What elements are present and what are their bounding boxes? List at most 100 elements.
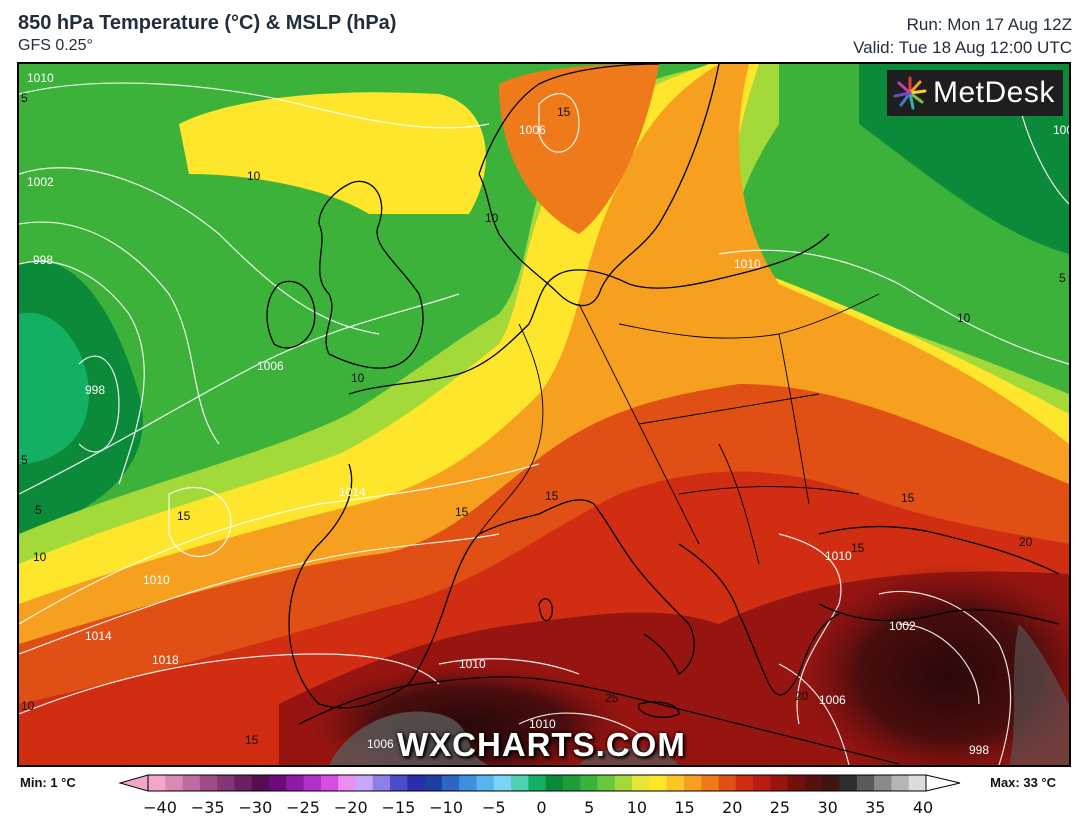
legend-tick-label: −25 xyxy=(286,798,320,817)
field-teal-low xyxy=(19,312,89,464)
color-legend: Min: 1 °C Max: 33 °C −40 −35 −30 −25 −20 −15−… xyxy=(0,768,1088,828)
chart-title: 850 hPa Temperature (°C) & MSLP (hPa) xyxy=(18,12,397,34)
legend-swatch xyxy=(338,775,356,791)
temp-label: 15 xyxy=(177,509,191,523)
temp-label: 15 xyxy=(245,733,259,747)
temp-label: 20 xyxy=(795,689,809,703)
legend-tick-label: −35 xyxy=(191,798,225,817)
starburst-logo-icon xyxy=(893,76,927,110)
field-grey-sahara xyxy=(329,711,489,765)
legend-swatch xyxy=(390,775,408,791)
isobar-label: 1006 xyxy=(1053,123,1069,137)
legend-swatch xyxy=(718,775,737,791)
legend-swatch xyxy=(424,775,443,791)
legend-swatch xyxy=(217,775,235,791)
field-hot-core-turkey xyxy=(799,564,1069,765)
isobar-label: 1010 xyxy=(529,717,556,731)
isobar-label: 998 xyxy=(33,253,53,267)
legend-swatch xyxy=(891,775,910,791)
coastlines xyxy=(266,64,1060,765)
isobar-lines xyxy=(19,82,1069,765)
isobar-label: 1006 xyxy=(367,737,394,751)
legend-swatch xyxy=(770,775,789,791)
legend-arrow-left xyxy=(118,774,149,792)
legend-colorbar: −40 −35 −30 −25 −20 −15 −10 −5 0 5 10 15 20 25 30 35 40 xyxy=(118,774,961,817)
metdesk-logo: MetDesk xyxy=(887,70,1063,116)
temp-label: 25 xyxy=(605,691,619,705)
legend-tick-label: −30 xyxy=(238,798,272,817)
legend-tick-label: 0 xyxy=(536,798,546,817)
legend-swatch xyxy=(839,775,858,791)
legend-swatch xyxy=(528,775,547,791)
legend-swatch xyxy=(822,775,841,791)
temp-label: 10 xyxy=(485,211,499,225)
legend-tick-label: −15 xyxy=(382,798,416,817)
isobar-label: 1014 xyxy=(339,485,366,499)
temp-label: 5 xyxy=(21,91,28,105)
temp-label: 15 xyxy=(545,489,559,503)
map-canvas: 1010 1002 998 998 1006 1014 1010 1014 10… xyxy=(19,64,1069,765)
legend-swatch xyxy=(459,775,477,791)
legend-swatch xyxy=(856,775,875,791)
legend-tick-label: 10 xyxy=(627,798,647,817)
legend-swatch xyxy=(735,775,754,791)
isobar-labels: 1010 1002 998 998 1006 1014 1010 1014 10… xyxy=(27,71,1069,757)
legend-swatch xyxy=(234,775,253,791)
temp-label: 15 xyxy=(901,491,915,505)
isobar-label: 1010 xyxy=(27,71,54,85)
isobar-label: 1014 xyxy=(85,629,112,643)
run-time: Run: Mon 17 Aug 12Z xyxy=(906,15,1072,34)
temp-label: 15 xyxy=(851,541,865,555)
temp-label: 10 xyxy=(21,699,35,713)
field-yellow-north xyxy=(179,92,486,214)
isobar-label: 1010 xyxy=(825,549,852,563)
legend-tick-label: 15 xyxy=(674,798,694,817)
legend-swatch xyxy=(199,775,218,791)
legend-swatch xyxy=(476,775,495,791)
isobar-label: 1010 xyxy=(143,573,170,587)
temp-label: 10 xyxy=(351,371,365,385)
legend-swatch xyxy=(493,775,512,791)
isobar-label: 1010 xyxy=(459,657,486,671)
legend-max-label: Max: 33 °C xyxy=(990,775,1056,790)
legend-swatch xyxy=(303,775,322,791)
legend-tick-label: −20 xyxy=(334,798,368,817)
field-grey-libya xyxy=(579,747,679,765)
temp-label: 20 xyxy=(1019,535,1033,549)
temp-label: 10 xyxy=(247,169,261,183)
legend-swatch xyxy=(372,775,391,791)
legend-swatch xyxy=(441,775,460,791)
legend-swatch xyxy=(683,775,702,791)
watermark-text: WXCHARTS.COM xyxy=(397,726,686,763)
legend-swatch xyxy=(874,775,892,791)
legend-swatch xyxy=(753,775,771,791)
legend-swatch xyxy=(580,775,599,791)
temp-label: 10 xyxy=(33,550,47,564)
legend-swatch xyxy=(666,775,685,791)
model-label: GFS 0.25° xyxy=(18,37,93,54)
legend-swatch xyxy=(908,775,927,791)
isobar-label: 998 xyxy=(85,383,105,397)
legend-swatch xyxy=(614,775,633,791)
temperature-labels: 5 10 10 10 10 10 15 15 15 15 15 15 5 5 1… xyxy=(21,91,1066,747)
legend-tick-label: 25 xyxy=(770,798,790,817)
legend-tick-label: 5 xyxy=(584,798,594,817)
temp-label: 5 xyxy=(35,503,42,517)
temp-label: 15 xyxy=(557,105,571,119)
isobar-label: 998 xyxy=(969,743,989,757)
legend-swatch xyxy=(649,775,668,791)
legend-swatch xyxy=(320,775,339,791)
isobar-label: 1006 xyxy=(519,123,546,137)
weather-map: 1010 1002 998 998 1006 1014 1010 1014 10… xyxy=(17,62,1071,767)
temp-label: 15 xyxy=(455,505,469,519)
legend-tick-label: 40 xyxy=(913,798,933,817)
legend-tick-label: 30 xyxy=(817,798,837,817)
legend-swatch xyxy=(597,775,616,791)
temp-label: 5 xyxy=(21,453,28,467)
temp-label: 5 xyxy=(1059,271,1066,285)
legend-border xyxy=(147,774,927,792)
legend-swatch xyxy=(251,775,270,791)
legend-swatch xyxy=(286,775,305,791)
temp-label: 10 xyxy=(957,311,971,325)
legend-swatch xyxy=(545,775,564,791)
